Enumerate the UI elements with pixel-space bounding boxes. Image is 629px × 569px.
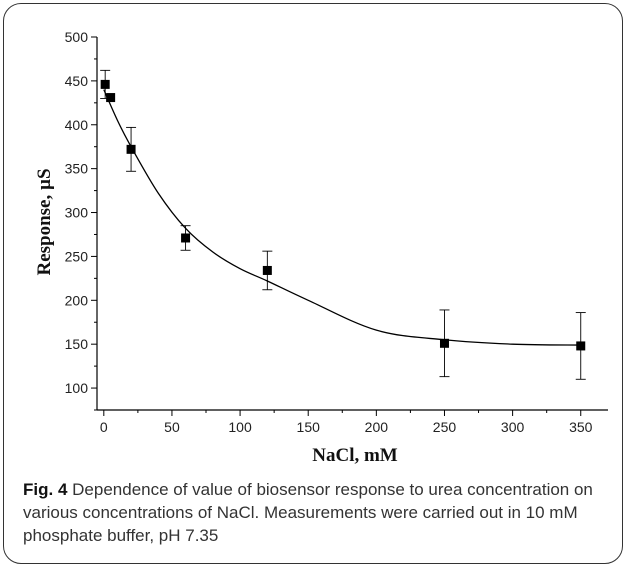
fit-curve: [103, 89, 581, 346]
figure-label: Fig. 4: [23, 480, 68, 499]
x-tick-label: 100: [228, 419, 252, 435]
error-bars: [100, 69, 586, 380]
data-points: [100, 79, 586, 351]
chart: 0 50 100 150 200 250 300 350 100 150 200 250 300 350 4…: [34, 29, 608, 466]
y-tick-label: 300: [65, 205, 89, 221]
y-tick-label: 350: [65, 161, 89, 177]
x-tick-label: 0: [100, 419, 108, 435]
data-point: [262, 265, 272, 275]
axes: [96, 37, 608, 411]
ticks: 0 50 100 150 200 250 300 350 100 150 200 250 300 350 4…: [65, 29, 593, 435]
x-tick-label: 250: [433, 419, 457, 435]
y-tick-label: 400: [65, 117, 89, 133]
x-tick-label: 350: [569, 419, 593, 435]
data-point: [439, 338, 449, 348]
data-point: [100, 79, 110, 89]
fit-curve-layer: [103, 89, 581, 346]
figure-caption-text: Dependence of value of biosensor respons…: [23, 480, 593, 545]
figure-caption: Fig. 4 Dependence of value of biosensor …: [23, 478, 608, 547]
y-tick-label: 150: [65, 336, 89, 352]
y-axis-title: Response, µS: [34, 168, 55, 275]
data-point: [126, 144, 136, 154]
y-tick-label: 500: [65, 29, 89, 45]
y-tick-label: 450: [65, 73, 89, 89]
x-tick-label: 200: [365, 419, 389, 435]
data-point: [106, 93, 116, 103]
data-point: [576, 341, 586, 351]
x-tick-label: 50: [164, 419, 180, 435]
y-tick-label: 200: [65, 292, 89, 308]
x-axis-title: NaCl, mM: [312, 445, 398, 466]
x-tick-label: 300: [501, 419, 525, 435]
y-tick-label: 100: [65, 380, 89, 396]
x-tick-label: 150: [297, 419, 321, 435]
y-tick-label: 250: [65, 248, 89, 264]
data-point: [181, 233, 191, 243]
